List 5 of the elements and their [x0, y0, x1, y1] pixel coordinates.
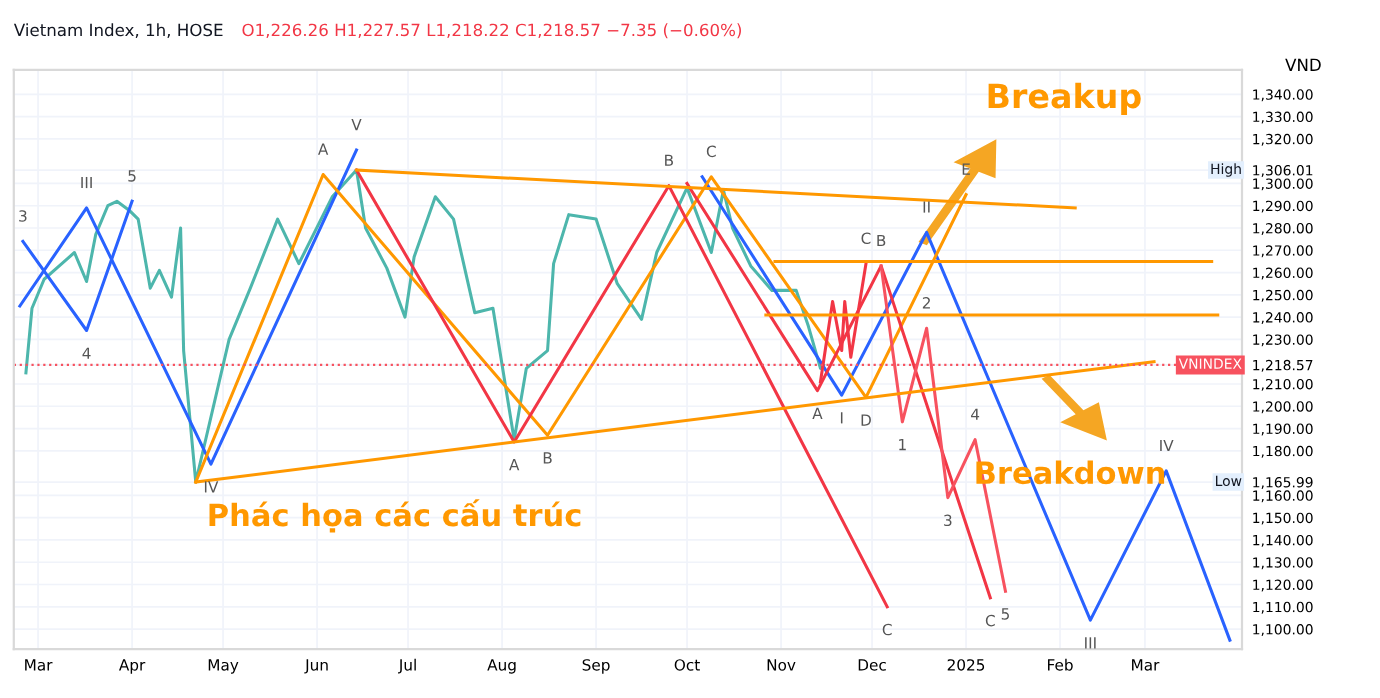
annotation: Phác họa các cấu trúc — [209, 499, 581, 533]
annotation: Breakup — [988, 82, 1141, 115]
chart-subtitle: O1,226.26 H1,227.57 L1,218.22 C1,218.57 −7.35 (−0.60%) — [242, 23, 741, 39]
chart-title: Vietnam Index, 1h, HOSE — [13, 23, 223, 38]
y-axis-title: VND — [1285, 58, 1321, 71]
